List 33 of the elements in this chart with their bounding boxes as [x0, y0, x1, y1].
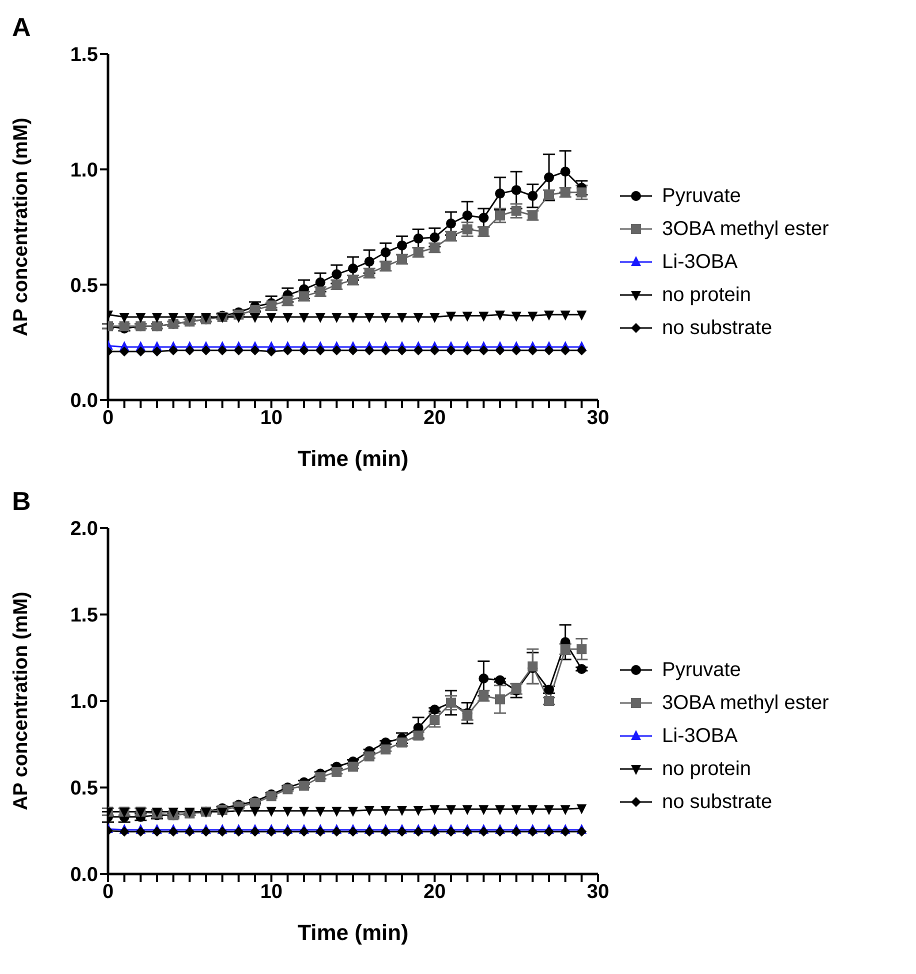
chart-title: A [12, 12, 31, 43]
y-tick-label: 1.5 [70, 44, 98, 66]
chart-title: B [12, 486, 31, 517]
y-tick-label: 0.5 [70, 274, 98, 297]
x-tick-label: 30 [586, 407, 610, 430]
y-axis-title: AP concentration (mM) [10, 592, 32, 810]
x-tick-label: 20 [424, 407, 446, 430]
x-tick-label: 30 [586, 881, 610, 904]
legend-label: 3OBA methyl ester [662, 218, 829, 240]
legend-label: Li-3OBA [662, 724, 738, 748]
x-tick-label: 10 [260, 881, 282, 904]
x-tick-label: 10 [260, 407, 282, 430]
legend-label: no protein [662, 284, 751, 306]
y-tick-label: 1.5 [70, 604, 98, 627]
y-tick-label: 2.0 [70, 518, 98, 540]
x-axis-title: Time (min) [298, 446, 408, 471]
legend-label: Pyruvate [662, 658, 741, 682]
x-tick-label: 0 [102, 881, 114, 904]
x-tick-label: 0 [102, 407, 114, 430]
legend-label: Pyruvate [662, 184, 741, 208]
y-tick-label: 1.0 [70, 691, 98, 714]
x-tick-label: 20 [424, 881, 446, 904]
legend-label: no protein [662, 758, 751, 780]
legend-label: Li-3OBA [662, 250, 738, 274]
x-axis-title: Time (min) [298, 920, 408, 945]
y-tick-label: 0.0 [70, 864, 98, 886]
legend-label: no substrate [662, 316, 772, 340]
y-axis-title: AP concentration (mM) [10, 118, 32, 336]
y-tick-label: 1.0 [70, 159, 98, 182]
y-tick-label: 0.0 [70, 390, 98, 412]
legend-label: 3OBA methyl ester [662, 692, 829, 714]
y-tick-label: 0.5 [70, 778, 98, 800]
legend-label: no substrate [662, 790, 772, 814]
